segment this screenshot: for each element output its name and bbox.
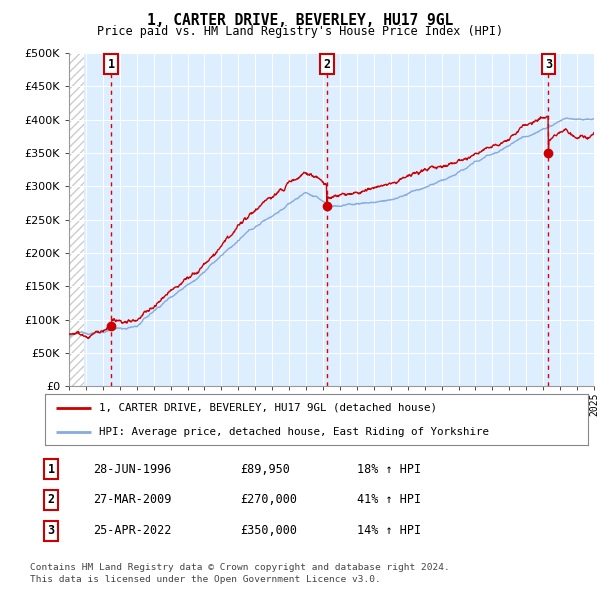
Text: 18% ↑ HPI: 18% ↑ HPI bbox=[357, 463, 421, 476]
Text: 1: 1 bbox=[47, 463, 55, 476]
Text: 1, CARTER DRIVE, BEVERLEY, HU17 9GL: 1, CARTER DRIVE, BEVERLEY, HU17 9GL bbox=[147, 13, 453, 28]
Text: £270,000: £270,000 bbox=[240, 493, 297, 506]
Text: 1: 1 bbox=[107, 58, 115, 71]
Text: 3: 3 bbox=[545, 58, 552, 71]
Text: £89,950: £89,950 bbox=[240, 463, 290, 476]
Text: 1, CARTER DRIVE, BEVERLEY, HU17 9GL (detached house): 1, CARTER DRIVE, BEVERLEY, HU17 9GL (det… bbox=[100, 402, 437, 412]
Text: Contains HM Land Registry data © Crown copyright and database right 2024.: Contains HM Land Registry data © Crown c… bbox=[30, 563, 450, 572]
Text: This data is licensed under the Open Government Licence v3.0.: This data is licensed under the Open Gov… bbox=[30, 575, 381, 584]
Text: 3: 3 bbox=[47, 525, 55, 537]
Text: Price paid vs. HM Land Registry's House Price Index (HPI): Price paid vs. HM Land Registry's House … bbox=[97, 25, 503, 38]
Bar bbox=[69, 53, 84, 386]
Text: 2: 2 bbox=[323, 58, 331, 71]
Text: 2: 2 bbox=[47, 493, 55, 506]
Text: 27-MAR-2009: 27-MAR-2009 bbox=[93, 493, 172, 506]
Text: 41% ↑ HPI: 41% ↑ HPI bbox=[357, 493, 421, 506]
Text: 28-JUN-1996: 28-JUN-1996 bbox=[93, 463, 172, 476]
Text: 14% ↑ HPI: 14% ↑ HPI bbox=[357, 525, 421, 537]
Text: £350,000: £350,000 bbox=[240, 525, 297, 537]
Text: HPI: Average price, detached house, East Riding of Yorkshire: HPI: Average price, detached house, East… bbox=[100, 428, 490, 437]
Text: 25-APR-2022: 25-APR-2022 bbox=[93, 525, 172, 537]
